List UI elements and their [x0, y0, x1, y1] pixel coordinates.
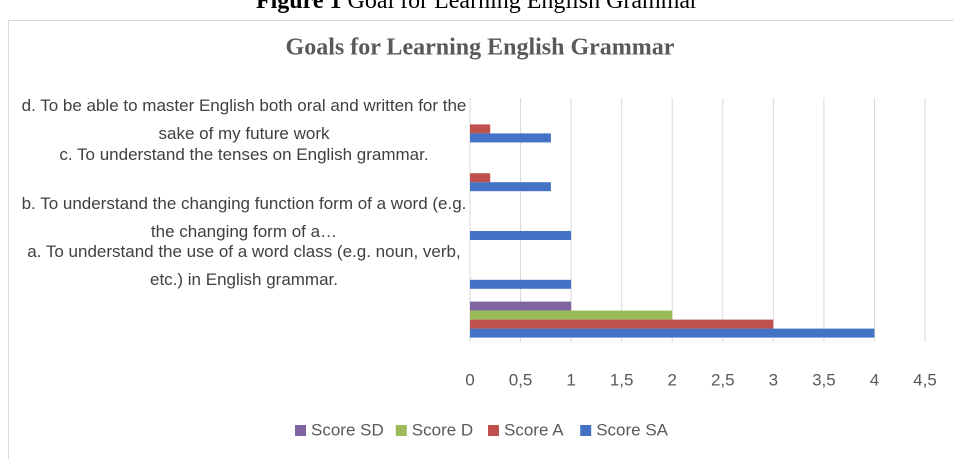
legend-label: Score SA [596, 420, 668, 439]
x-tick-label: 3,5 [812, 370, 836, 389]
bar [470, 231, 572, 240]
chart-frame [8, 20, 954, 459]
x-tick-label: 4 [870, 370, 879, 389]
legend-label: Score SD [311, 420, 384, 439]
x-tick-label: 3 [769, 370, 778, 389]
figure-caption: Figure 1 Goal for Learning English Gramm… [0, 0, 954, 15]
legend-swatch [395, 425, 407, 436]
x-tick-label: 1 [566, 370, 575, 389]
x-tick-label: 2,5 [711, 370, 735, 389]
bar [470, 301, 572, 311]
y-tick-label: b. To understand the changing function f… [21, 193, 467, 241]
bar [470, 279, 572, 289]
bar [470, 319, 774, 329]
bar [470, 182, 551, 192]
caption-text: Goal for Learning English Grammar [347, 0, 699, 14]
legend-swatch [580, 425, 592, 436]
legend-swatch [488, 425, 499, 436]
y-tick-label: c. To understand the tenses on English g… [59, 144, 429, 164]
x-tick-label: 4,5 [913, 370, 937, 389]
legend-label: Score A [504, 420, 564, 439]
bar [470, 173, 491, 183]
bar [470, 328, 875, 338]
legend-label: Score D [412, 420, 473, 439]
bar [470, 124, 491, 134]
bar [470, 310, 673, 320]
y-tick-label: d. To be able to master English both ora… [21, 96, 467, 143]
y-tick-label: a. To understand the use of a word class… [27, 242, 461, 290]
x-tick-label: 1,5 [610, 370, 634, 389]
x-tick-label: 2 [667, 370, 676, 389]
x-tick-label: 0,5 [509, 370, 533, 389]
x-tick-label: 0 [465, 370, 474, 389]
caption-label: Figure 1 [255, 0, 342, 14]
legend-swatch [295, 425, 306, 436]
chart-title: Goals for Learning English Grammar [286, 35, 675, 61]
bar [470, 133, 551, 143]
